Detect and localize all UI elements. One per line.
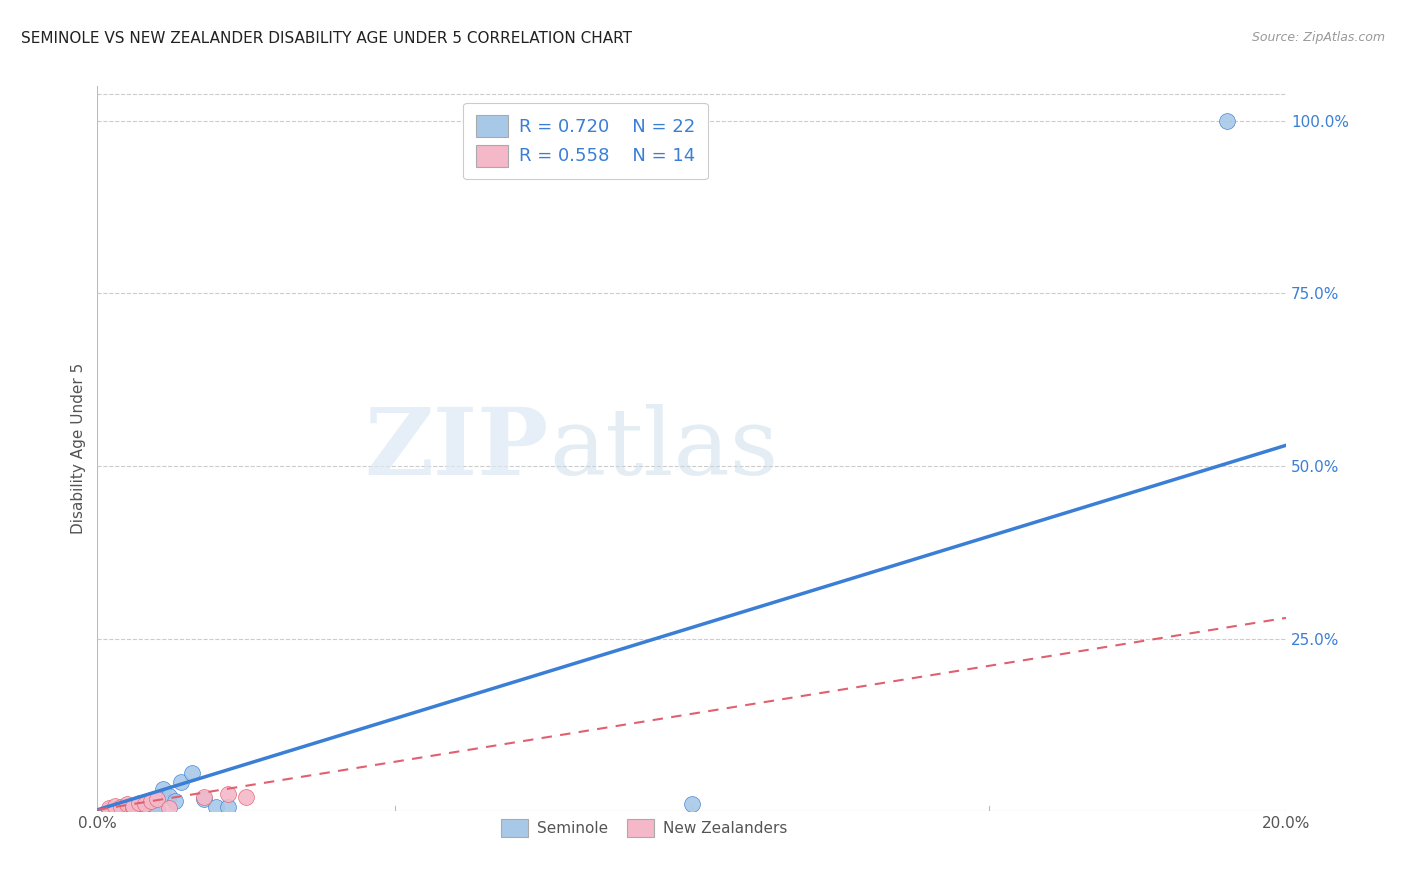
Point xyxy=(181,766,204,780)
Point xyxy=(104,802,127,816)
Point xyxy=(98,803,121,817)
Point xyxy=(193,791,215,805)
Legend: Seminole, New Zealanders: Seminole, New Zealanders xyxy=(495,813,794,844)
Point xyxy=(139,794,162,808)
Text: atlas: atlas xyxy=(548,404,779,494)
Point xyxy=(139,802,162,816)
Point xyxy=(115,802,138,816)
Point xyxy=(128,802,150,816)
Point xyxy=(128,796,150,810)
Point xyxy=(104,798,127,813)
Point xyxy=(98,801,121,815)
Point xyxy=(157,801,180,815)
Text: ZIP: ZIP xyxy=(364,404,548,494)
Point xyxy=(122,801,145,815)
Point xyxy=(128,801,150,815)
Point xyxy=(205,800,228,814)
Point xyxy=(235,790,257,805)
Point xyxy=(115,801,138,815)
Point xyxy=(157,789,180,803)
Point xyxy=(134,801,156,815)
Point xyxy=(193,790,215,805)
Point xyxy=(163,794,186,808)
Point xyxy=(169,775,191,789)
Point xyxy=(146,791,169,805)
Point xyxy=(152,782,174,797)
Point xyxy=(122,798,145,813)
Point xyxy=(110,803,132,817)
Point xyxy=(1215,114,1237,128)
Point xyxy=(110,800,132,814)
Y-axis label: Disability Age Under 5: Disability Age Under 5 xyxy=(72,363,86,534)
Text: Source: ZipAtlas.com: Source: ZipAtlas.com xyxy=(1251,31,1385,45)
Point xyxy=(122,803,145,817)
Point xyxy=(217,800,239,814)
Point xyxy=(115,797,138,812)
Point xyxy=(146,802,169,816)
Point xyxy=(217,787,239,801)
Text: SEMINOLE VS NEW ZEALANDER DISABILITY AGE UNDER 5 CORRELATION CHART: SEMINOLE VS NEW ZEALANDER DISABILITY AGE… xyxy=(21,31,633,46)
Point xyxy=(122,801,145,815)
Point xyxy=(134,797,156,812)
Point xyxy=(681,797,703,812)
